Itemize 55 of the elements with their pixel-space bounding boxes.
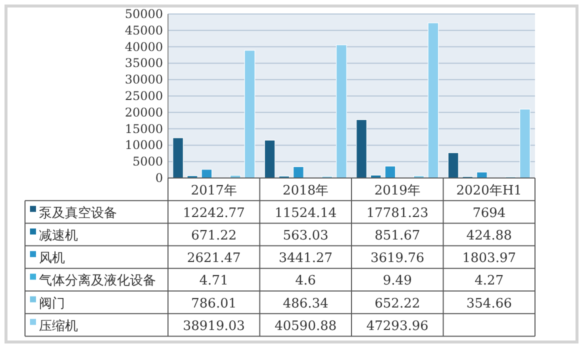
data-label: 38919.03 bbox=[182, 318, 245, 334]
data-label: 4.71 bbox=[199, 274, 228, 289]
data-label: 652.22 bbox=[374, 296, 420, 312]
data-label: 4.6 bbox=[295, 274, 316, 289]
x-tick-label: 2017年 bbox=[190, 183, 237, 198]
y-tick-label: 0 bbox=[155, 171, 163, 185]
bar bbox=[384, 166, 396, 178]
data-label: 2621.47 bbox=[186, 251, 241, 266]
y-tick-label: 15000 bbox=[124, 122, 163, 136]
data-label: 12242.77 bbox=[182, 206, 245, 221]
bar bbox=[520, 108, 530, 178]
bar bbox=[448, 152, 459, 178]
data-label: 671.22 bbox=[191, 228, 237, 244]
bar bbox=[292, 166, 304, 178]
legend-label: 阀门 bbox=[39, 295, 65, 312]
data-label: 786.01 bbox=[191, 296, 237, 312]
data-label: 4.27 bbox=[474, 274, 504, 289]
data-label: 9.49 bbox=[382, 274, 412, 289]
y-tick-label: 40000 bbox=[124, 40, 163, 54]
bar bbox=[336, 44, 347, 178]
data-label: 486.34 bbox=[282, 296, 328, 312]
y-tick-label: 45000 bbox=[124, 23, 163, 38]
legend-label: 风机 bbox=[39, 251, 65, 266]
data-label: 3619.76 bbox=[370, 251, 424, 266]
y-tick-label: 35000 bbox=[124, 56, 163, 70]
data-label: 424.88 bbox=[466, 228, 512, 244]
y-tick-label: 20000 bbox=[124, 105, 163, 120]
legend-label: 压缩机 bbox=[39, 318, 78, 334]
legend-label: 泵及真空设备 bbox=[39, 206, 117, 221]
data-label: 851.67 bbox=[374, 228, 420, 244]
legend-label: 减速机 bbox=[39, 228, 78, 244]
data-label: 40590.88 bbox=[274, 318, 337, 334]
bar bbox=[244, 50, 256, 178]
y-tick-label: 30000 bbox=[124, 72, 163, 87]
bar bbox=[428, 22, 439, 178]
x-tick-label: 2020年H1 bbox=[456, 183, 522, 198]
data-label: 563.03 bbox=[282, 228, 328, 244]
bar bbox=[264, 140, 276, 178]
y-tick-label: 5000 bbox=[132, 154, 163, 169]
legend-label: 气体分离及液化设备 bbox=[39, 272, 156, 289]
data-label: 11524.14 bbox=[274, 206, 337, 221]
data-label: 7694 bbox=[472, 206, 506, 221]
y-tick-label: 50000 bbox=[124, 7, 163, 21]
data-label: 3441.27 bbox=[278, 251, 333, 266]
y-tick-label: 25000 bbox=[124, 89, 163, 103]
bar bbox=[356, 119, 367, 178]
data-label: 47293.96 bbox=[366, 318, 428, 334]
data-label: 354.66 bbox=[466, 296, 512, 312]
bar bbox=[172, 138, 184, 178]
x-tick-label: 2019年 bbox=[374, 183, 420, 198]
x-tick-label: 2018年 bbox=[282, 183, 329, 198]
y-tick-label: 10000 bbox=[124, 138, 163, 152]
data-label: 1803.97 bbox=[462, 251, 516, 266]
data-label: 17781.23 bbox=[366, 206, 428, 221]
bar bbox=[201, 169, 212, 178]
